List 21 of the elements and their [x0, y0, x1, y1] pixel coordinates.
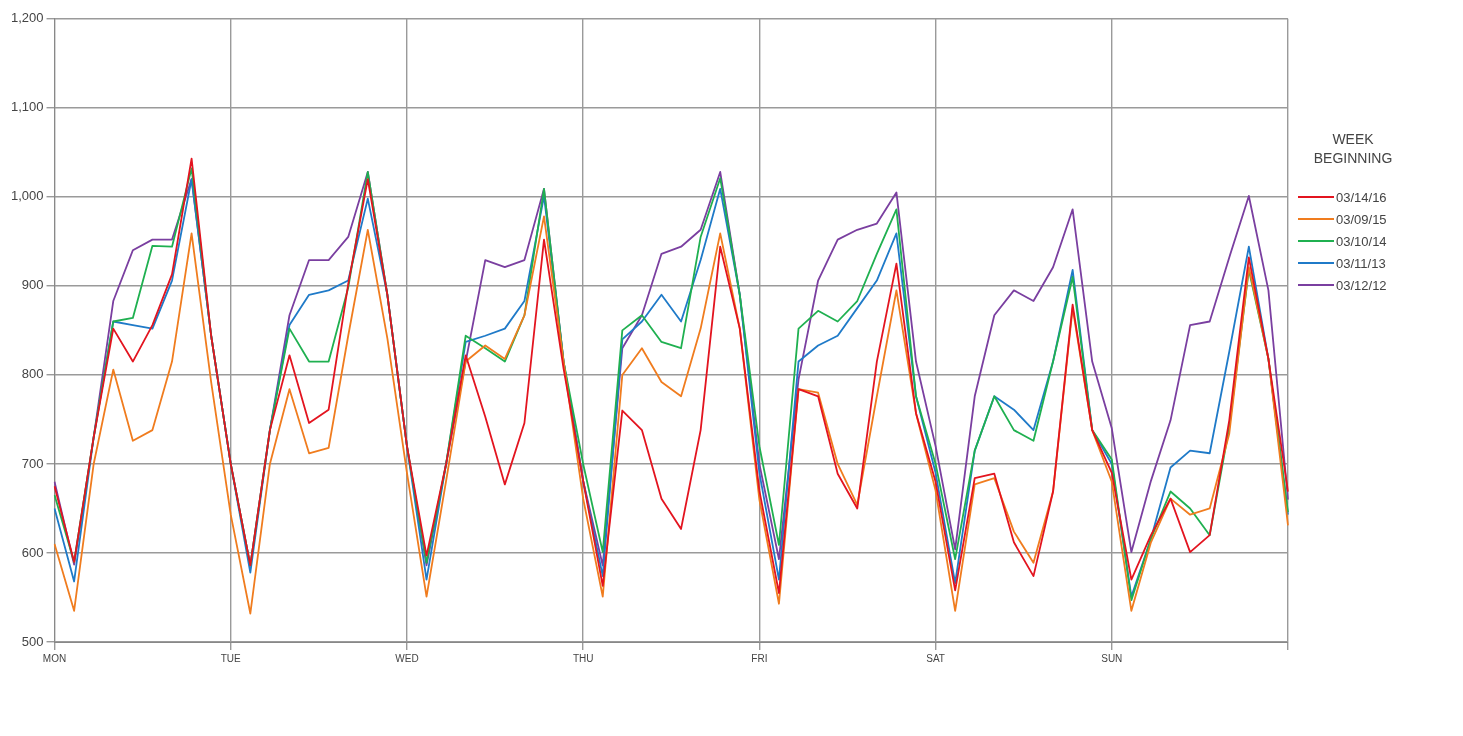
- x-tick-label: MON: [42, 652, 67, 664]
- legend-label: 03/12/12: [1336, 277, 1387, 293]
- x-tick-label: SAT: [926, 652, 945, 664]
- x-tick-label: FRI: [751, 652, 768, 664]
- y-tick-label: 700: [21, 455, 44, 471]
- y-tick-label: 900: [21, 277, 44, 293]
- legend-title: WEEK BEGINNING: [1312, 130, 1394, 168]
- y-tick-label: 1,100: [10, 99, 44, 115]
- x-tick-label: THU: [572, 652, 594, 664]
- legend-label: 03/10/14: [1336, 233, 1387, 249]
- y-tick-label: 1,200: [10, 10, 44, 26]
- y-tick-label: 600: [21, 544, 44, 560]
- x-tick-label: WED: [395, 652, 419, 664]
- legend-label: 03/14/16: [1336, 189, 1387, 205]
- x-tick-label: SUN: [1101, 652, 1123, 664]
- y-tick-label: 500: [21, 633, 44, 649]
- x-tick-label: TUE: [220, 652, 242, 664]
- legend-label: 03/09/15: [1336, 211, 1387, 227]
- y-tick-label: 1,000: [10, 188, 44, 204]
- legend-label: 03/11/13: [1336, 255, 1386, 271]
- y-tick-label: 800: [21, 366, 44, 382]
